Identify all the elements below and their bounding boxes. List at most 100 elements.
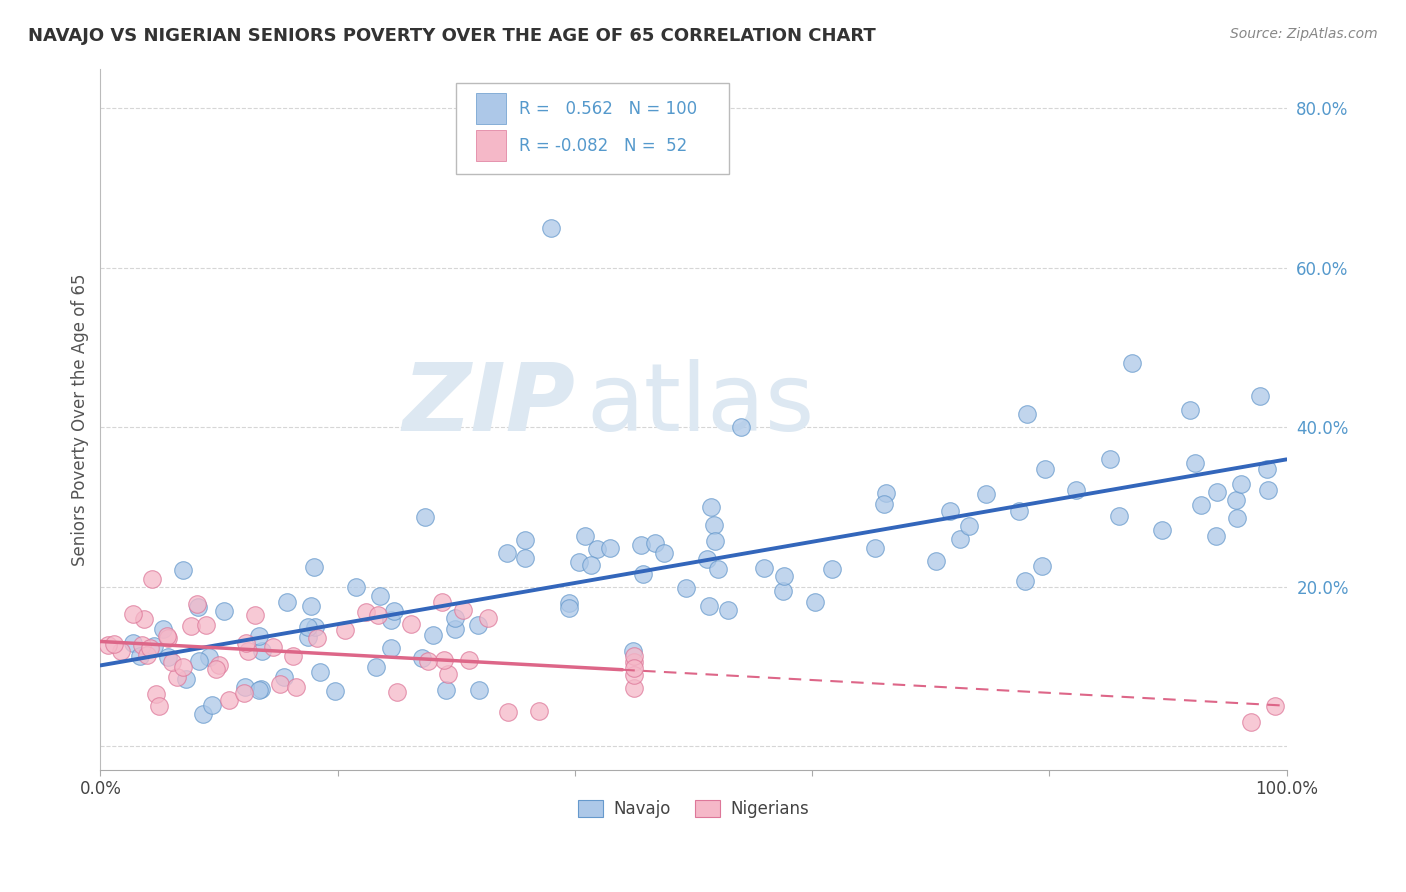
Point	[703, 533, 725, 548]
Point	[132, 612, 155, 626]
Point	[821, 562, 844, 576]
Point	[451, 603, 474, 617]
Point	[129, 649, 152, 664]
Point	[156, 629, 179, 643]
Point	[157, 631, 180, 645]
Point	[284, 680, 307, 694]
Point	[925, 554, 948, 568]
Point	[214, 604, 236, 618]
Point	[434, 683, 457, 698]
Point	[382, 603, 405, 617]
Point	[579, 558, 602, 573]
Point	[444, 611, 467, 625]
Point	[1015, 407, 1038, 421]
Point	[444, 623, 467, 637]
Point	[187, 599, 209, 614]
Point	[97, 638, 120, 652]
Point	[1264, 699, 1286, 714]
Point	[135, 648, 157, 662]
Point	[675, 582, 697, 596]
Point	[138, 641, 160, 656]
Point	[411, 651, 433, 665]
Point	[527, 704, 550, 718]
Point	[730, 420, 752, 434]
Point	[717, 603, 740, 617]
Point	[1205, 529, 1227, 543]
Point	[623, 681, 645, 696]
Point	[433, 653, 456, 667]
Point	[457, 652, 479, 666]
Point	[162, 655, 184, 669]
Point	[1240, 715, 1263, 730]
Point	[1178, 403, 1201, 417]
Point	[644, 536, 666, 550]
Point	[145, 687, 167, 701]
Point	[599, 541, 621, 555]
Point	[131, 638, 153, 652]
Point	[172, 563, 194, 577]
Point	[276, 595, 298, 609]
Point	[1256, 462, 1278, 476]
Point	[174, 672, 197, 686]
Point	[110, 644, 132, 658]
Point	[247, 628, 270, 642]
Point	[477, 611, 499, 625]
Point	[1108, 509, 1130, 524]
Point	[304, 560, 326, 574]
Point	[1257, 483, 1279, 497]
Point	[1064, 483, 1087, 497]
Point	[772, 583, 794, 598]
Point	[233, 686, 256, 700]
Point	[297, 630, 319, 644]
Point	[243, 608, 266, 623]
Text: NAVAJO VS NIGERIAN SENIORS POVERTY OVER THE AGE OF 65 CORRELATION CHART: NAVAJO VS NIGERIAN SENIORS POVERTY OVER …	[28, 27, 876, 45]
Point	[558, 601, 581, 615]
Point	[939, 504, 962, 518]
Point	[557, 596, 579, 610]
Point	[957, 519, 980, 533]
Point	[142, 639, 165, 653]
Point	[356, 605, 378, 619]
Point	[496, 706, 519, 720]
Point	[186, 598, 208, 612]
Point	[344, 580, 367, 594]
Point	[281, 648, 304, 663]
Point	[568, 555, 591, 569]
Point	[195, 618, 218, 632]
Point	[235, 636, 257, 650]
Point	[191, 707, 214, 722]
Text: Source: ZipAtlas.com: Source: ZipAtlas.com	[1230, 27, 1378, 41]
Point	[623, 661, 645, 675]
Point	[205, 662, 228, 676]
Point	[166, 670, 188, 684]
Point	[1031, 558, 1053, 573]
Text: R = -0.082   N =  52: R = -0.082 N = 52	[519, 136, 688, 154]
Point	[496, 546, 519, 560]
Point	[198, 650, 221, 665]
Point	[180, 619, 202, 633]
Point	[752, 561, 775, 575]
Point	[309, 665, 332, 679]
Point	[297, 620, 319, 634]
Point	[235, 680, 257, 694]
Point	[323, 684, 346, 698]
Point	[430, 595, 453, 609]
Point	[1121, 356, 1143, 370]
Point	[1225, 492, 1247, 507]
Text: atlas: atlas	[586, 359, 815, 451]
Point	[623, 648, 645, 663]
Point	[236, 644, 259, 658]
Point	[467, 618, 489, 632]
Point	[247, 683, 270, 698]
Point	[152, 622, 174, 636]
Point	[273, 670, 295, 684]
Point	[876, 486, 898, 500]
Point	[103, 637, 125, 651]
Point	[299, 599, 322, 614]
Point	[1008, 504, 1031, 518]
Point	[333, 623, 356, 637]
Point	[804, 594, 827, 608]
Point	[380, 641, 402, 656]
FancyBboxPatch shape	[477, 93, 506, 124]
Point	[468, 683, 491, 698]
